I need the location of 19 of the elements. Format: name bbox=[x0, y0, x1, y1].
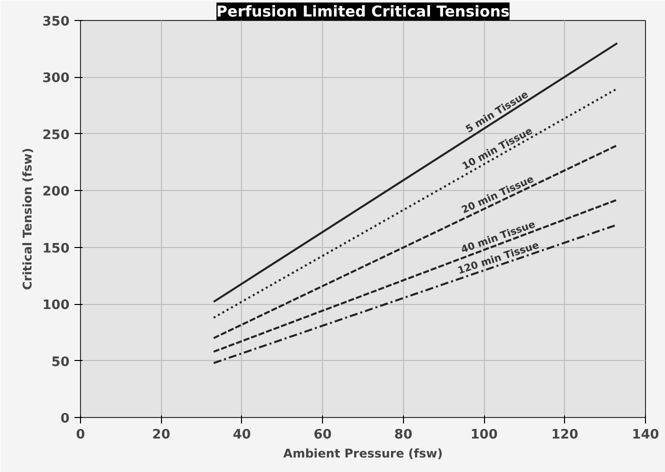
x-axis-title: Ambient Pressure (fsw) bbox=[283, 446, 443, 460]
chart-title: Perfusion Limited Critical Tensions bbox=[216, 2, 510, 20]
y-tick-label: 300 bbox=[42, 71, 70, 86]
y-axis-title: Critical Tension (fsw) bbox=[20, 148, 34, 290]
x-tick-label: 60 bbox=[314, 428, 332, 442]
y-tick-label: 350 bbox=[42, 14, 70, 30]
x-tick-label: 140 bbox=[632, 428, 660, 442]
y-tick-label: 100 bbox=[42, 298, 70, 314]
x-tick-label: 40 bbox=[232, 428, 251, 442]
y-tick-label: 0 bbox=[60, 412, 70, 426]
x-tick-label: 20 bbox=[152, 428, 170, 442]
y-tick-label: 250 bbox=[42, 128, 70, 143]
x-tick-label: 0 bbox=[76, 428, 86, 442]
x-tick-label: 100 bbox=[470, 428, 498, 442]
y-tick-label: 200 bbox=[42, 184, 70, 200]
y-tick-label: 50 bbox=[51, 354, 70, 370]
x-tick-label: 80 bbox=[394, 428, 412, 442]
y-tick-label: 150 bbox=[42, 241, 70, 256]
x-tick-label: 120 bbox=[551, 428, 578, 442]
